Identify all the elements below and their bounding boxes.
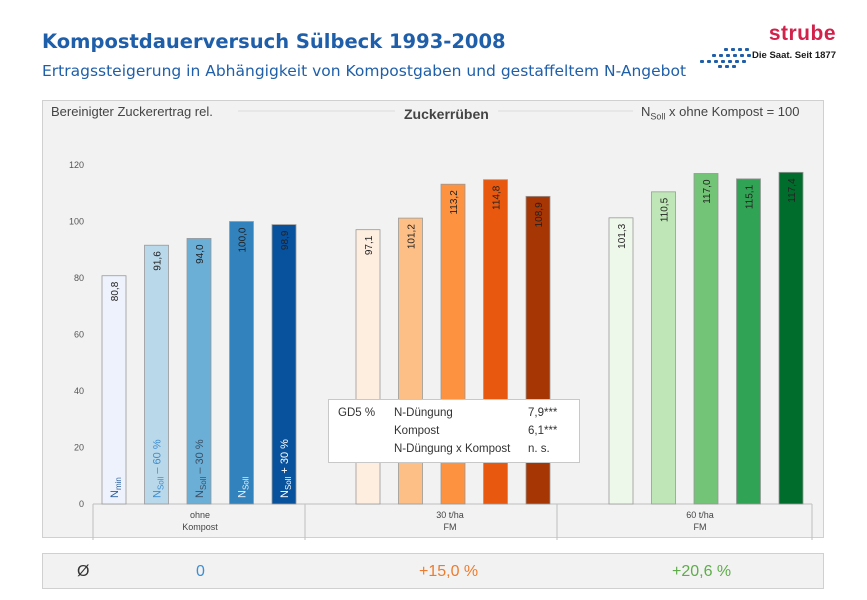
group-label: FM [444, 522, 457, 532]
bar-value-label: 91,6 [153, 251, 164, 271]
y-tick-label: 0 [79, 499, 84, 509]
bar-series-label: NSoll – 30 % [194, 439, 208, 498]
group-label: 30 t/ha [436, 510, 464, 520]
bar [144, 244, 169, 505]
bar-series-label: NSoll – 60 % [152, 439, 166, 498]
bar [736, 178, 761, 505]
bar-value-label: 115,1 [745, 184, 756, 209]
group-label: FM [694, 522, 707, 532]
bar [271, 224, 297, 505]
stats-row-1-value: 7,9*** [528, 407, 558, 419]
bar-value-label: 108,9 [534, 202, 545, 227]
y-tick-label: 40 [74, 386, 84, 396]
average-30t: +15,0 % [419, 563, 479, 580]
stats-row-2-value: 6,1*** [528, 425, 558, 437]
bar-value-label: 101,2 [407, 224, 418, 249]
bar [778, 171, 804, 505]
bar-value-label: 94,0 [195, 244, 206, 264]
y-tick-label: 100 [69, 217, 84, 227]
norm-rest: x ohne Kompost = 100 [665, 104, 800, 119]
bar-value-label: 117,4 [787, 178, 798, 203]
page-title: Kompostdauerversuch Sülbeck 1993-2008 [42, 30, 506, 53]
group-label: 60 t/ha [686, 510, 714, 520]
logo-tagline: Die Saat. Seit 1877 [752, 50, 836, 61]
bar [101, 275, 127, 505]
y-tick-label: 20 [74, 443, 84, 453]
bar-value-label: 98,9 [280, 230, 291, 250]
bar-value-label: 110,5 [660, 197, 671, 222]
logo-dots-icon [700, 48, 751, 68]
bar [651, 191, 676, 505]
average-ohne-kompost: 0 [196, 563, 205, 580]
chart-y-axis-label: Bereinigter Zuckerertrag rel. [51, 104, 213, 119]
bar-value-label: 80,8 [110, 281, 121, 301]
bar-value-label: 117,0 [702, 179, 713, 204]
bar [693, 173, 719, 505]
average-60t: +20,6 % [672, 563, 732, 580]
average-increase-bar: Ø 0 +15,0 % +20,6 % [42, 553, 824, 589]
strube-logo: strube Die Saat. Seit 1877 [698, 22, 840, 70]
page-subtitle: Ertragssteigerung in Abhängigkeit von Ko… [42, 62, 687, 80]
y-tick-label: 60 [74, 330, 84, 340]
bar-value-label: 101,3 [617, 223, 628, 248]
bar [229, 221, 254, 505]
stats-row-1-label: GD5 % [338, 407, 376, 419]
group-label: ohne [190, 510, 210, 520]
bar-value-label: 114,8 [492, 185, 503, 210]
stats-row-2-factor: Kompost [394, 425, 440, 437]
bar-value-label: 97,1 [364, 235, 375, 255]
significance-box: GD5 % N-Düngung 7,9*** Kompost 6,1*** N-… [328, 399, 580, 463]
normalization-note: NSoll x ohne Kompost = 100 [641, 104, 799, 122]
y-tick-label: 120 [69, 160, 84, 170]
bar-series-label: NSoll + 30 % [279, 439, 293, 498]
norm-base: N [641, 104, 651, 119]
chart-title: Zuckerrüben [404, 106, 489, 122]
stats-row-1-factor: N-Düngung [394, 407, 453, 419]
y-tick-label: 80 [74, 273, 84, 283]
norm-sub: Soll [650, 111, 666, 122]
stats-row-3-factor: N-Düngung x Kompost [394, 443, 511, 455]
bar-series-label: NSoll [237, 476, 251, 498]
group-label: Kompost [182, 522, 218, 532]
logo-wordmark: strube [768, 22, 836, 45]
bar-value-label: 113,2 [449, 190, 460, 215]
stats-row-3-value: n. s. [528, 443, 550, 455]
bar-value-label: 100,0 [238, 227, 249, 252]
bar-series-label: Nmin [109, 477, 123, 498]
bar [608, 217, 634, 505]
average-symbol: Ø [77, 563, 90, 580]
bar [186, 238, 212, 505]
